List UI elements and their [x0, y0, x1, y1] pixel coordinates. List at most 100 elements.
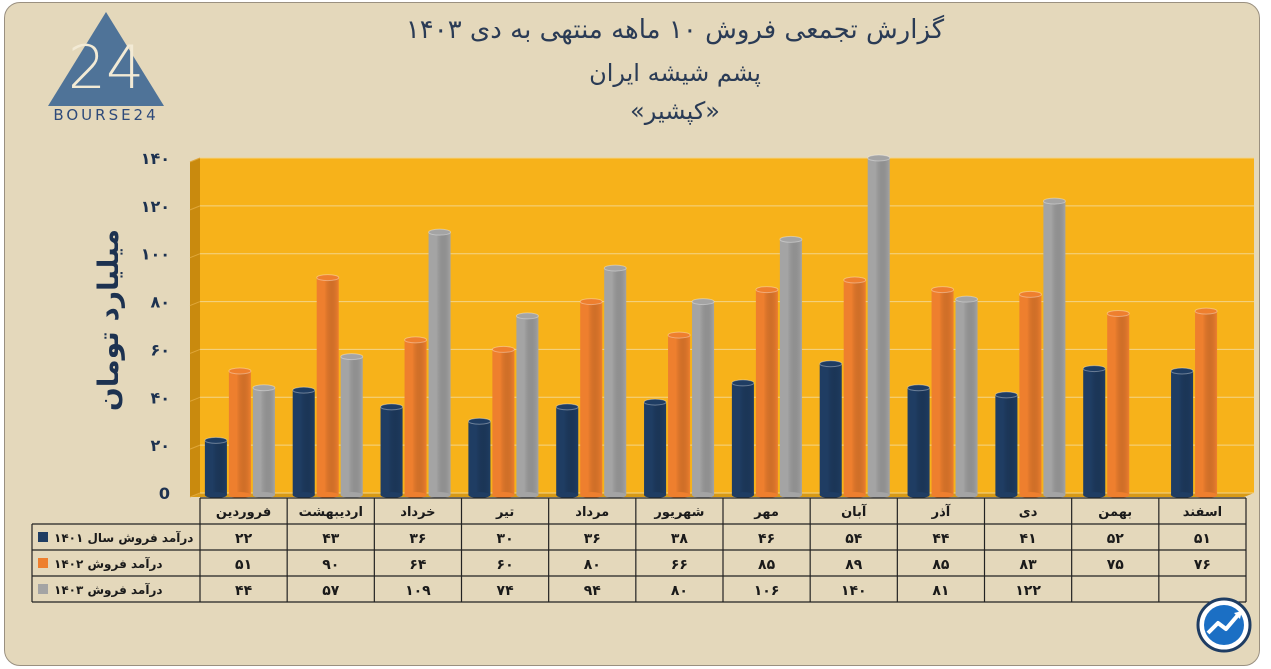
legend-swatch — [38, 584, 48, 594]
bar-shade — [931, 289, 954, 495]
data-label: ۷۵ — [1107, 557, 1125, 573]
bar-shade — [1107, 313, 1130, 495]
bar-cap — [819, 360, 843, 368]
bar-cap — [555, 403, 579, 411]
bar-base — [668, 492, 691, 498]
bar-shade — [580, 301, 603, 495]
data-label: ۴۴ — [932, 531, 950, 547]
x-tick-label: مرداد — [575, 505, 609, 520]
data-label: ۸۰ — [671, 583, 688, 599]
x-tick-label: آذر — [931, 503, 951, 520]
bar-base — [931, 492, 954, 498]
bar-base — [755, 492, 778, 498]
y-tick-label: 0 — [159, 484, 170, 503]
bar-base — [204, 492, 227, 498]
x-tick-label: آبان — [841, 503, 867, 520]
bar-cap — [228, 367, 252, 375]
data-label: ۷۶ — [1194, 557, 1211, 573]
plot-back-wall — [200, 158, 1254, 493]
bar-cap — [931, 286, 955, 294]
bar-base — [468, 492, 491, 498]
bar-cap — [252, 384, 276, 392]
bar-base — [995, 492, 1018, 498]
bar-shade — [644, 402, 667, 495]
data-label: ۳۶ — [584, 531, 601, 547]
bar-cap — [907, 384, 931, 392]
bar-base — [843, 492, 866, 498]
data-label: ۵۲ — [1107, 531, 1125, 547]
data-label: ۱۴۰ — [841, 583, 867, 599]
y-tick-label: ۱۰۰ — [141, 245, 170, 264]
x-tick-label: مهر — [753, 505, 779, 520]
bar-cap — [1082, 365, 1106, 373]
legend-entry: درآمد فروش ۱۴۰۳ — [54, 582, 163, 598]
data-label: ۸۵ — [932, 557, 950, 573]
bar-cap — [428, 228, 452, 236]
bar-shade — [1019, 294, 1042, 495]
bar-cap — [779, 235, 803, 243]
bar-shade — [316, 277, 339, 495]
bar-cap — [1194, 307, 1218, 315]
gridline-side — [189, 444, 201, 450]
data-label: ۴۱ — [1020, 531, 1037, 547]
gridline-side — [189, 253, 201, 259]
x-tick-label: خرداد — [400, 505, 435, 520]
bar-shade — [819, 363, 842, 495]
plot-floor — [190, 493, 1254, 497]
bar-base — [316, 492, 339, 498]
data-label: ۵۷ — [322, 583, 340, 599]
bar-shade — [955, 299, 978, 495]
legend-entry: درآمد فروش سال ۱۴۰۱ — [54, 530, 193, 546]
bar-shade — [907, 387, 930, 495]
bar-base — [819, 492, 842, 498]
legend-swatch — [38, 558, 48, 568]
bar-shade — [204, 440, 227, 495]
bar-cap — [691, 298, 715, 306]
data-label: ۶۰ — [497, 557, 514, 573]
logo-text: BOURSE24 — [53, 106, 159, 124]
x-tick-label: اردیبهشت — [299, 505, 363, 520]
y-tick-label: ۴۰ — [150, 388, 170, 407]
bar-cap — [204, 436, 228, 444]
bar-cap — [467, 417, 491, 425]
data-label: ۸۱ — [932, 583, 949, 599]
bar-base — [1171, 492, 1194, 498]
data-label: ۱۲۲ — [1015, 583, 1041, 599]
bar-cap — [867, 154, 891, 162]
bar-cap — [1170, 367, 1194, 375]
x-tick-label: دی — [1019, 505, 1038, 520]
bar-shade — [604, 268, 627, 495]
data-label: ۴۳ — [322, 531, 340, 547]
bar-base — [228, 492, 251, 498]
gridline-side — [189, 348, 201, 354]
bar-cap — [955, 295, 979, 303]
bar-base — [1195, 492, 1218, 498]
bar-base — [580, 492, 603, 498]
data-label: ۸۹ — [845, 557, 863, 573]
bar-base — [907, 492, 930, 498]
data-label: ۶۴ — [409, 557, 427, 573]
bar-shade — [692, 301, 715, 495]
x-tick-label: شهریور — [653, 505, 704, 520]
logo-mark: 24 — [68, 33, 144, 103]
bar-shade — [468, 421, 491, 495]
bar-base — [867, 492, 890, 498]
data-label: ۸۳ — [1020, 557, 1038, 573]
data-label: ۸۰ — [584, 557, 601, 573]
bar-base — [380, 492, 403, 498]
bar-base — [428, 492, 451, 498]
x-tick-label: اسفند — [1183, 505, 1222, 520]
gridline-side — [189, 301, 201, 307]
bar-base — [292, 492, 315, 498]
bar-base — [955, 492, 978, 498]
gridline-side — [189, 396, 201, 402]
bar-shade — [252, 387, 275, 495]
bar-shade — [380, 406, 403, 495]
y-tick-label: ۸۰ — [150, 293, 170, 312]
bar-base — [404, 492, 427, 498]
legend-entry: درآمد فروش ۱۴۰۲ — [54, 556, 163, 572]
y-axis-label: میلیارد تومان — [92, 229, 125, 411]
company-ticker: «کپشیر» — [630, 97, 720, 125]
bar-shade — [404, 339, 427, 495]
